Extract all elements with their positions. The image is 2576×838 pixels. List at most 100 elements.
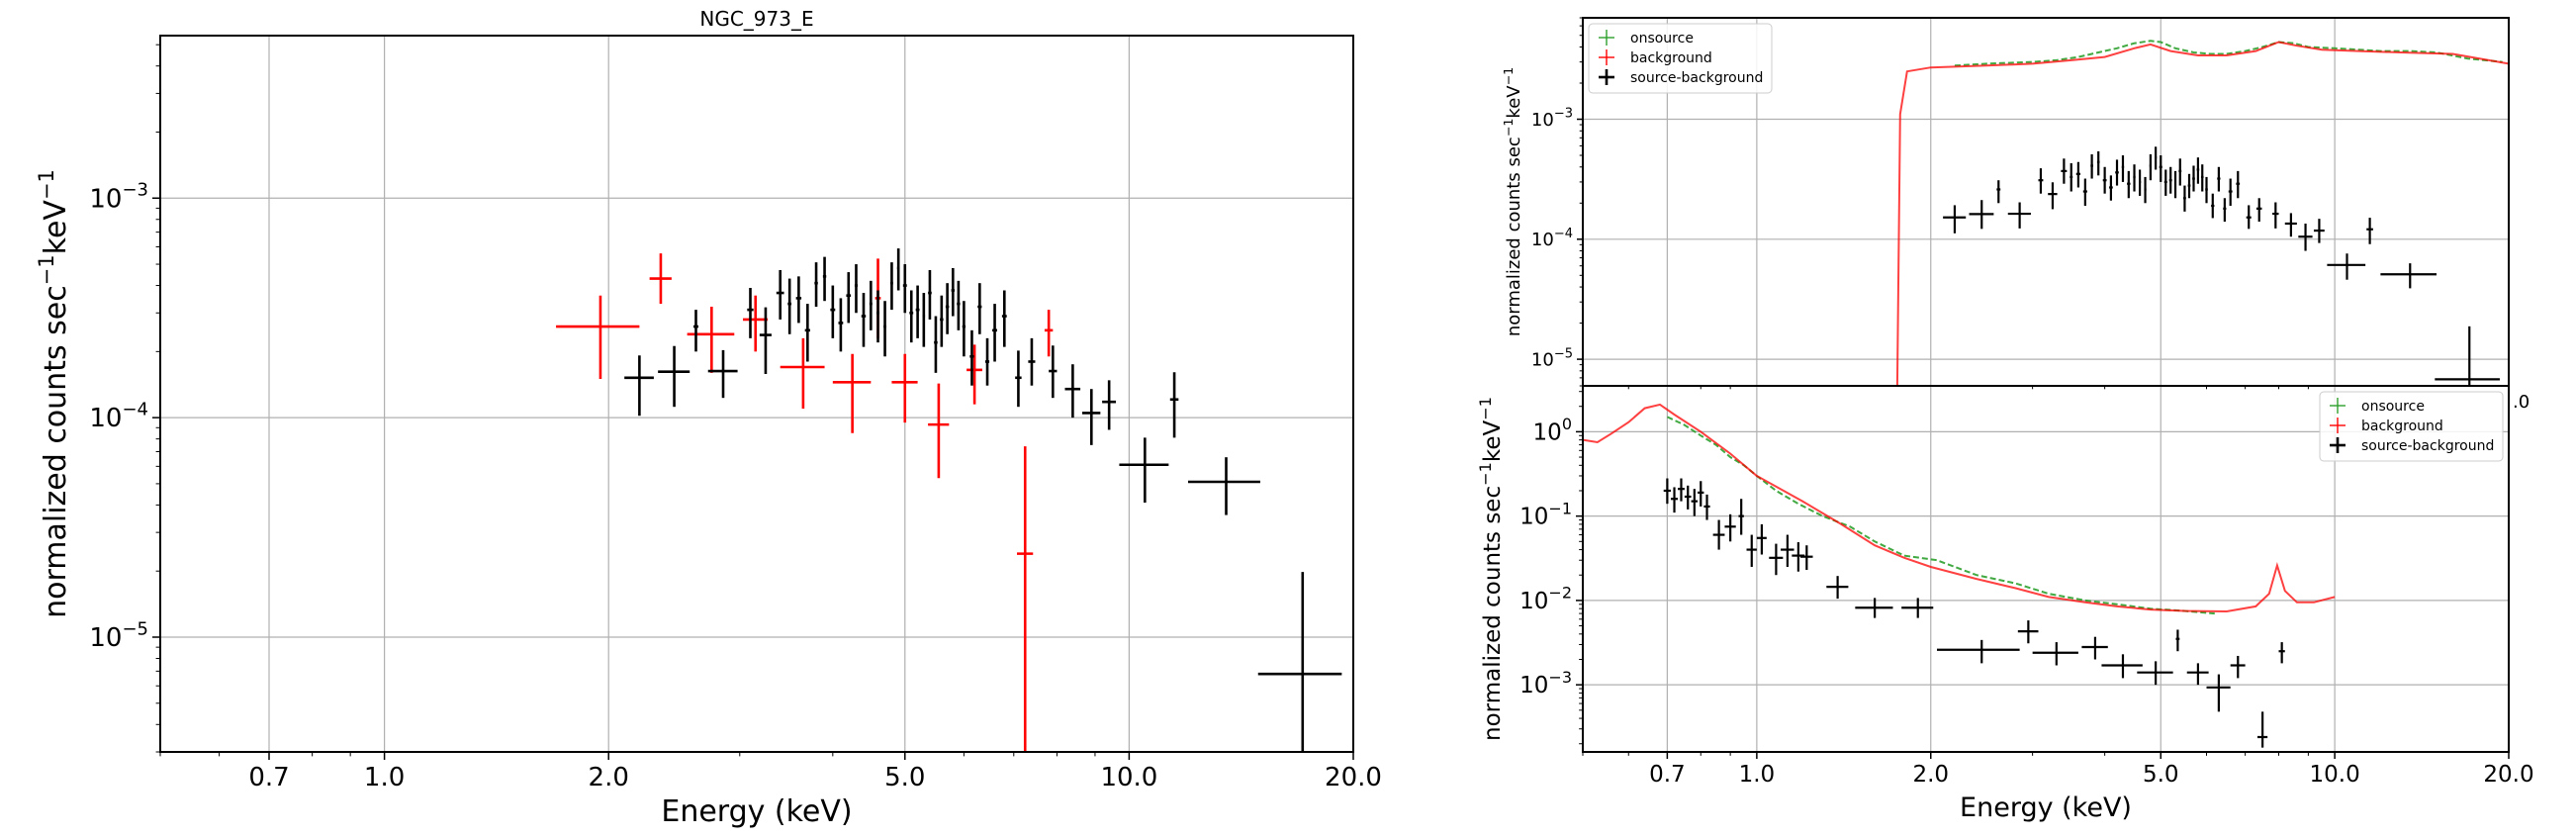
- x-axis-label: Energy (keV): [1960, 792, 2132, 823]
- data-point: [658, 345, 690, 408]
- data-point: [692, 310, 698, 352]
- data-point: [1684, 485, 1692, 510]
- data-point: [992, 304, 998, 362]
- data-point: [1064, 364, 1081, 419]
- data-point: [984, 337, 990, 386]
- data-point: [2192, 165, 2195, 192]
- data-point: [556, 295, 640, 380]
- data-point: [966, 344, 982, 405]
- data-point: [822, 256, 827, 302]
- data-point: [2007, 202, 2031, 229]
- data-point: [2257, 711, 2268, 748]
- data-point: [2038, 168, 2044, 194]
- data-point: [962, 301, 966, 357]
- data-point: [2149, 153, 2152, 181]
- x-tick-label: 0.7: [248, 763, 289, 792]
- data-point: [1001, 290, 1007, 347]
- data-point: [624, 355, 654, 417]
- data-point: [2173, 170, 2177, 199]
- data-point: [1781, 534, 1794, 567]
- data-point: [928, 270, 932, 320]
- data-point: [759, 307, 772, 375]
- data-point: [2070, 162, 2073, 192]
- data-point: [2200, 164, 2204, 192]
- data-point: [1703, 494, 1710, 520]
- data-point: [861, 293, 867, 347]
- data-point: [1855, 598, 1893, 618]
- x-tick-label: 20.0: [2483, 762, 2533, 788]
- data-point: [2168, 166, 2172, 194]
- data-point: [1015, 350, 1022, 408]
- data-point: [747, 287, 754, 338]
- y-axis-label: normalized counts sec−1keV−1: [35, 169, 73, 618]
- y-tick-label: 10−3: [1531, 107, 1573, 131]
- data-point: [2155, 146, 2158, 170]
- data-point: [2175, 629, 2180, 652]
- data-point: [1017, 446, 1034, 752]
- data-point: [2127, 170, 2131, 199]
- legend-box: [1588, 23, 1773, 94]
- y-tick-label: 10−5: [1531, 346, 1573, 370]
- data-point: [814, 262, 818, 308]
- data-point: [928, 383, 950, 479]
- chart-title: NGC_973_E: [699, 7, 813, 31]
- data-point: [1044, 310, 1054, 357]
- data-point: [1826, 576, 1849, 600]
- chart-bottom-right: 0.7 1.0 2.0 5.0 10.0 20.0 100 10−1 10−2 10−3 Energ…: [1476, 385, 2534, 823]
- series-errorbars-0: [556, 253, 1054, 752]
- x-tick-label: 5.0: [2143, 762, 2179, 788]
- data-point: [2272, 202, 2279, 229]
- legend-entry: source-background: [1630, 70, 1763, 86]
- y-tick-label: 10−3: [89, 180, 148, 215]
- data-point: [2186, 663, 2209, 686]
- x-tick-label: 5.0: [884, 763, 925, 792]
- data-point: [780, 337, 825, 409]
- data-point: [2081, 636, 2108, 660]
- y-axis-label: normalized counts sec−1keV−1: [1501, 67, 1524, 336]
- legend-entry: onsource: [1630, 31, 1694, 47]
- data-point: [1119, 437, 1169, 504]
- data-point: [2032, 642, 2078, 666]
- data-point: [2327, 253, 2366, 280]
- data-point: [1996, 180, 2001, 204]
- series-background: [1895, 41, 2509, 386]
- x-tick-label: 2.0: [1912, 762, 1949, 788]
- data-point: [1678, 478, 1685, 502]
- y-axis-label: normalized counts sec−1keV−1: [1476, 397, 1506, 741]
- data-point: [2187, 173, 2191, 199]
- data-point: [1102, 380, 1117, 430]
- data-point: [1049, 345, 1058, 399]
- data-point: [2196, 157, 2200, 184]
- data-point: [1800, 545, 1813, 571]
- data-point: [795, 276, 802, 324]
- data-point: [2298, 223, 2313, 251]
- data-point: [957, 280, 961, 330]
- data-point: [2109, 175, 2113, 201]
- legend: onsource background source-background: [1588, 23, 1773, 94]
- data-point: [832, 353, 872, 433]
- legend-entry: onsource: [2361, 399, 2425, 415]
- data-point: [649, 253, 672, 305]
- data-point: [2048, 182, 2058, 210]
- data-point: [891, 353, 918, 423]
- chart-main: 0.7 1.0 2.0 5.0 10.0 20.0 10−3 10−4 10−5 NGC_973_…: [35, 7, 1382, 829]
- y-tick-label: 10−1: [1519, 499, 1572, 529]
- data-point: [1724, 513, 1736, 542]
- x-tick-label: 0.7: [1649, 762, 1686, 788]
- data-point: [2090, 153, 2093, 179]
- data-point: [869, 280, 873, 330]
- legend-entry: background: [2361, 419, 2443, 434]
- data-point: [2101, 654, 2143, 679]
- data-point: [2205, 176, 2208, 204]
- data-point: [707, 349, 738, 399]
- data-point: [922, 293, 926, 347]
- data-point: [1769, 543, 1784, 576]
- data-point: [787, 278, 792, 334]
- data-point: [1257, 572, 1342, 752]
- series-onsource: [1666, 416, 2215, 615]
- data-point: [854, 264, 858, 314]
- data-point: [2163, 169, 2167, 196]
- data-point: [2211, 193, 2215, 219]
